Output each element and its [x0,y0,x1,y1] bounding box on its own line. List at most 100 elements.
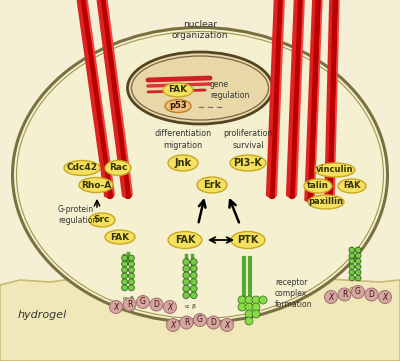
Text: $\sim\!\sim\!\sim$: $\sim\!\sim\!\sim$ [196,101,224,110]
Text: R: R [184,318,189,327]
Circle shape [245,296,253,304]
Text: X: X [224,321,230,330]
Text: G: G [197,316,203,325]
Text: migration: migration [164,140,202,149]
Circle shape [252,296,260,304]
Ellipse shape [308,195,344,209]
Text: D: D [210,318,216,327]
Text: Jnk: Jnk [174,158,192,168]
Text: FAK: FAK [343,182,361,191]
Circle shape [259,296,267,304]
Circle shape [245,303,253,311]
Text: PI3-K: PI3-K [234,158,262,168]
Text: FAK: FAK [168,86,188,95]
Ellipse shape [105,161,131,175]
Ellipse shape [89,213,115,227]
Text: PTK: PTK [237,235,259,245]
Text: β: β [192,304,196,309]
Ellipse shape [163,83,193,97]
Circle shape [190,279,197,285]
Circle shape [128,267,134,273]
Circle shape [338,288,351,301]
Circle shape [190,292,197,299]
Text: R: R [342,290,347,299]
Polygon shape [0,262,400,361]
Circle shape [190,259,197,265]
Circle shape [355,258,361,264]
Text: vinculin: vinculin [316,165,354,174]
Circle shape [128,273,134,279]
Text: D: D [368,290,374,299]
Circle shape [324,291,338,304]
Circle shape [355,253,361,258]
Circle shape [245,310,253,318]
Circle shape [128,279,134,285]
Circle shape [122,285,128,291]
Circle shape [355,270,361,275]
Text: G-protein
regulation: G-protein regulation [58,205,97,225]
Circle shape [122,261,128,267]
Ellipse shape [197,177,227,193]
Ellipse shape [315,163,355,177]
Circle shape [180,316,193,329]
Text: G: G [140,297,146,306]
Circle shape [150,298,163,311]
Text: receptor
complex
formation: receptor complex formation [275,278,312,309]
Circle shape [349,258,355,264]
Circle shape [183,292,190,299]
Text: p53: p53 [169,101,187,110]
Text: Cdc42: Cdc42 [66,164,98,173]
Text: proliferation: proliferation [223,129,273,138]
Text: hydrogel: hydrogel [18,310,67,320]
Text: gene
regulation: gene regulation [210,80,249,100]
Circle shape [123,298,136,311]
Ellipse shape [105,230,135,244]
Circle shape [164,300,176,313]
Text: FAK: FAK [175,235,195,245]
Circle shape [183,259,190,265]
Text: β: β [356,286,360,291]
Ellipse shape [230,155,266,171]
Circle shape [355,275,361,281]
Circle shape [183,272,190,279]
Circle shape [136,296,150,309]
Circle shape [238,296,246,304]
Text: D: D [154,300,160,309]
Text: X: X [328,292,334,301]
Text: R: R [127,300,132,309]
Circle shape [365,288,378,301]
Circle shape [128,285,134,291]
Text: X: X [170,321,176,330]
Circle shape [378,291,392,304]
Ellipse shape [64,161,100,175]
Circle shape [128,255,134,261]
Circle shape [166,318,180,331]
Circle shape [190,272,197,279]
Circle shape [110,300,122,313]
Circle shape [128,261,134,267]
Text: α: α [184,304,188,309]
Text: Erk: Erk [203,180,221,190]
Text: Src: Src [94,216,110,225]
Circle shape [349,253,355,258]
Ellipse shape [338,179,366,193]
Ellipse shape [128,52,272,124]
Circle shape [122,267,128,273]
Ellipse shape [79,178,113,192]
Text: α: α [350,286,354,291]
Text: talin: talin [307,182,329,191]
Ellipse shape [165,100,191,113]
Circle shape [252,310,260,318]
Text: differentiation: differentiation [154,129,212,138]
Text: Rho-A: Rho-A [81,180,111,190]
Circle shape [355,264,361,270]
Circle shape [183,265,190,272]
Circle shape [349,275,355,281]
Text: G: G [355,287,361,296]
Ellipse shape [168,155,198,171]
Circle shape [220,318,234,331]
Circle shape [122,255,128,261]
Circle shape [349,264,355,270]
Ellipse shape [231,231,265,248]
Circle shape [238,303,246,311]
